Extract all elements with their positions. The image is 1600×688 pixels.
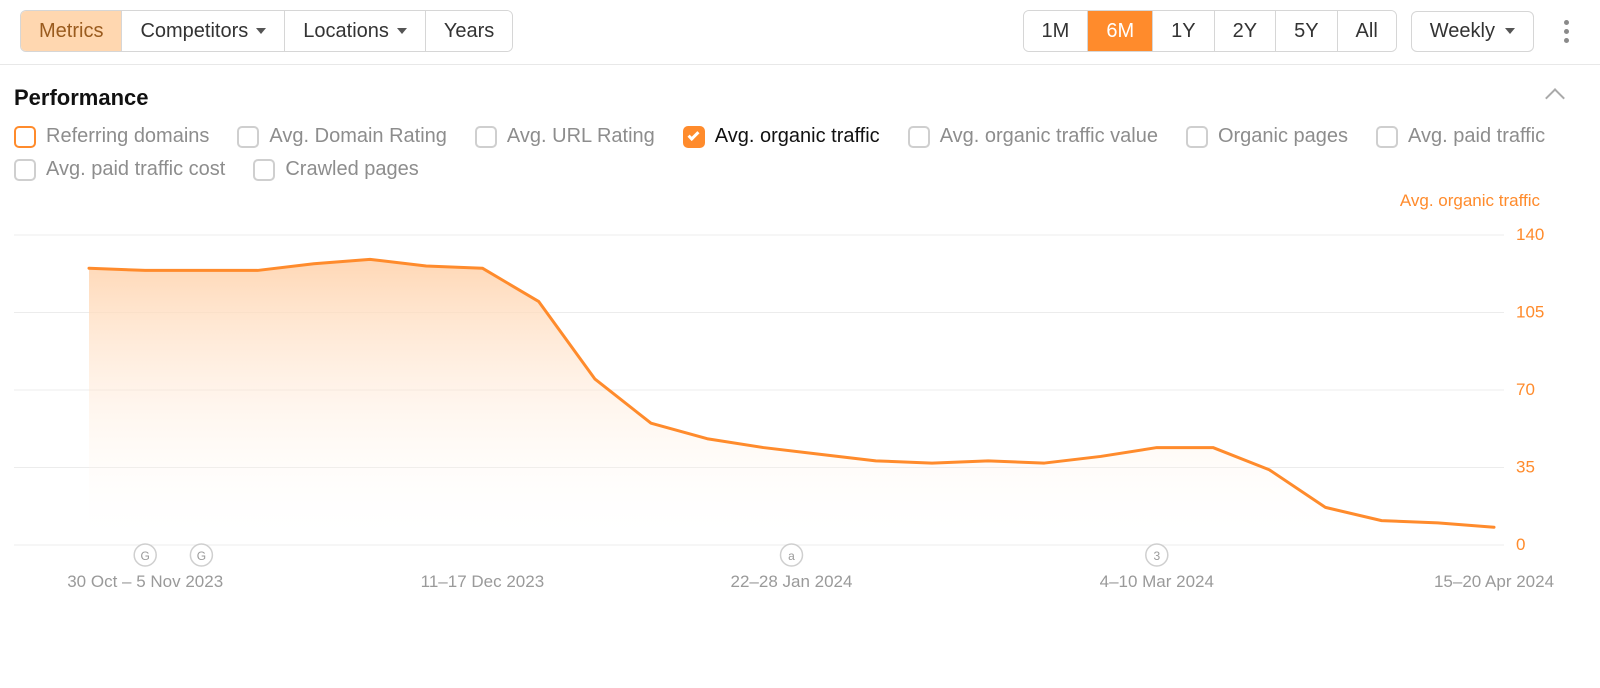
checkbox-icon: [1376, 126, 1398, 148]
metric-avg-url-rating[interactable]: Avg. URL Rating: [475, 125, 655, 148]
section-title: Performance: [14, 85, 149, 111]
metric-avg-paid-traffic[interactable]: Avg. paid traffic: [1376, 125, 1545, 148]
tab-locations[interactable]: Locations: [285, 11, 426, 51]
svg-text:140: 140: [1516, 225, 1544, 244]
range-6m[interactable]: 6M: [1088, 11, 1153, 51]
chart-series-label: Avg. organic traffic: [1400, 191, 1540, 211]
granularity-label: Weekly: [1430, 20, 1495, 43]
metric-avg-organic-value[interactable]: Avg. organic traffic value: [908, 125, 1158, 148]
checkbox-icon: [475, 126, 497, 148]
checkbox-icon: [1186, 126, 1208, 148]
svg-text:70: 70: [1516, 380, 1535, 399]
metric-label: Avg. paid traffic: [1408, 125, 1545, 148]
metric-label: Crawled pages: [285, 158, 418, 181]
metric-referring-domains[interactable]: Referring domains: [14, 125, 209, 148]
metric-label: Organic pages: [1218, 125, 1348, 148]
more-menu-icon[interactable]: [1552, 13, 1580, 49]
checkbox-icon: [683, 126, 705, 148]
tab-label: Metrics: [39, 19, 103, 43]
tab-metrics[interactable]: Metrics: [21, 11, 122, 51]
chart-container: Avg. organic traffic 0 35 70 105 140 G Ga 3 30 O…: [0, 191, 1600, 603]
granularity-select[interactable]: Weekly: [1411, 11, 1534, 52]
svg-text:15–20 Apr 2024: 15–20 Apr 2024: [1434, 572, 1554, 591]
tab-group: Metrics Competitors Locations Years: [20, 10, 513, 52]
metric-label: Avg. paid traffic cost: [46, 158, 225, 181]
toolbar: Metrics Competitors Locations Years 1M6M1Y2…: [0, 0, 1600, 65]
section-header: Performance: [0, 65, 1600, 125]
svg-text:105: 105: [1516, 303, 1544, 322]
performance-chart: 0 35 70 105 140 G Ga 3 30 Oct – 5 Nov 2023 11–17 …: [14, 205, 1554, 603]
chevron-down-icon: [1505, 28, 1515, 34]
checkbox-icon: [14, 159, 36, 181]
checkbox-icon: [14, 126, 36, 148]
svg-text:30 Oct – 5 Nov 2023: 30 Oct – 5 Nov 2023: [67, 572, 223, 591]
time-range-group: 1M6M1Y2Y5YAll: [1023, 10, 1397, 52]
metric-organic-pages[interactable]: Organic pages: [1186, 125, 1348, 148]
tab-label: Locations: [303, 19, 389, 43]
range-5y[interactable]: 5Y: [1276, 11, 1337, 51]
chevron-down-icon: [397, 28, 407, 34]
range-1y[interactable]: 1Y: [1153, 11, 1214, 51]
metric-label: Avg. Domain Rating: [269, 125, 447, 148]
tab-label: Competitors: [140, 19, 248, 43]
svg-text:G: G: [141, 549, 150, 563]
metric-label: Avg. organic traffic value: [940, 125, 1158, 148]
checkbox-icon: [908, 126, 930, 148]
chevron-down-icon: [256, 28, 266, 34]
metric-crawled-pages[interactable]: Crawled pages: [253, 158, 418, 181]
range-all[interactable]: All: [1338, 11, 1396, 51]
metric-label: Avg. organic traffic: [715, 125, 880, 148]
range-1m[interactable]: 1M: [1024, 11, 1089, 51]
checkbox-icon: [253, 159, 275, 181]
metric-avg-organic-traffic[interactable]: Avg. organic traffic: [683, 125, 880, 148]
svg-text:22–28 Jan 2024: 22–28 Jan 2024: [731, 572, 853, 591]
checkbox-icon: [237, 126, 259, 148]
svg-text:G: G: [197, 549, 206, 563]
metric-checkbox-row: Referring domains Avg. Domain Rating Avg. …: [0, 125, 1600, 191]
svg-text:35: 35: [1516, 458, 1535, 477]
metric-label: Referring domains: [46, 125, 209, 148]
svg-text:11–17 Dec 2023: 11–17 Dec 2023: [421, 572, 545, 591]
metric-avg-paid-cost[interactable]: Avg. paid traffic cost: [14, 158, 225, 181]
metric-avg-domain-rating[interactable]: Avg. Domain Rating: [237, 125, 447, 148]
svg-text:0: 0: [1516, 535, 1525, 554]
svg-text:a: a: [788, 549, 795, 563]
collapse-icon[interactable]: [1545, 88, 1565, 108]
metric-label: Avg. URL Rating: [507, 125, 655, 148]
svg-text:4–10 Mar 2024: 4–10 Mar 2024: [1100, 572, 1214, 591]
tab-competitors[interactable]: Competitors: [122, 11, 285, 51]
svg-text:3: 3: [1153, 549, 1160, 563]
tab-label: Years: [444, 19, 494, 43]
tab-years[interactable]: Years: [426, 11, 512, 51]
range-2y[interactable]: 2Y: [1215, 11, 1276, 51]
